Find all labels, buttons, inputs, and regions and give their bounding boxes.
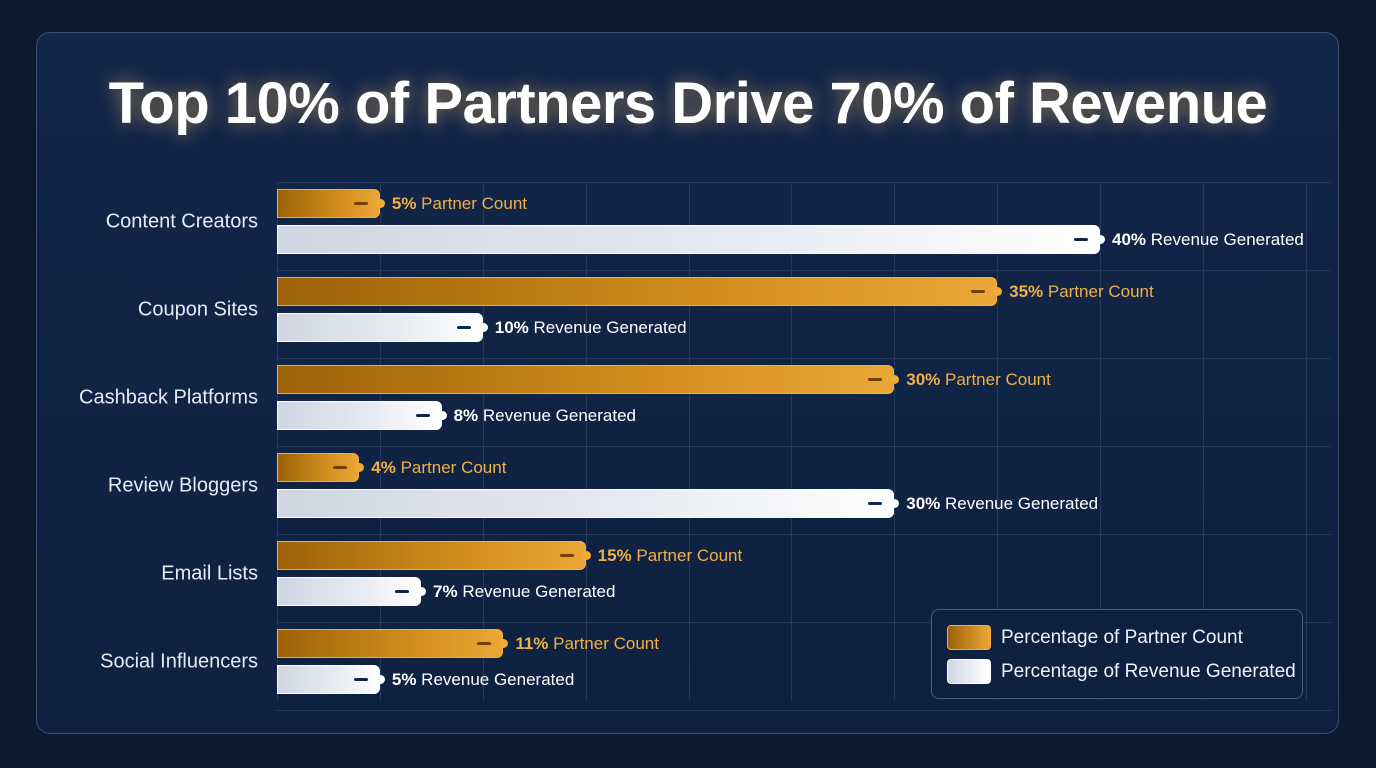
bar-end-dot bbox=[437, 411, 447, 420]
bar-end-tick bbox=[333, 466, 348, 469]
bar-end-tick bbox=[395, 590, 410, 593]
bar-end-dot bbox=[581, 551, 591, 560]
category-label: Content Creators bbox=[105, 210, 258, 233]
data-label: 5% Revenue Generated bbox=[391, 670, 575, 689]
data-label: 15% Partner Count bbox=[597, 546, 743, 565]
bar-partner-count bbox=[277, 541, 586, 570]
bar-end-dot bbox=[890, 375, 900, 384]
bar-partner-count bbox=[277, 365, 895, 394]
data-value: 35% bbox=[1009, 282, 1044, 301]
bar-partner-count bbox=[277, 629, 504, 658]
bar-revenue bbox=[277, 401, 442, 430]
category-label: Coupon Sites bbox=[137, 298, 258, 321]
grid-line-vertical bbox=[585, 182, 587, 700]
legend: Percentage of Partner Count Percentage o… bbox=[931, 609, 1303, 699]
grid-line-horizontal bbox=[277, 446, 1331, 447]
data-label: 10% Revenue Generated bbox=[494, 318, 687, 337]
grid-line-vertical bbox=[894, 182, 896, 700]
bar-revenue bbox=[277, 489, 895, 518]
data-label: 30% Partner Count bbox=[906, 370, 1051, 389]
grid-line-horizontal bbox=[277, 622, 1331, 623]
category-label: Review Bloggers bbox=[107, 474, 258, 497]
data-value: 10% bbox=[494, 318, 529, 337]
data-value: 7% bbox=[433, 582, 458, 601]
bar-end-dot bbox=[499, 639, 509, 648]
grid-line-horizontal bbox=[277, 270, 1331, 271]
bar-end-tick bbox=[353, 678, 368, 681]
legend-label: Percentage of Partner Count bbox=[1001, 626, 1243, 648]
grid-line-horizontal bbox=[277, 710, 1331, 711]
grid-line-vertical bbox=[688, 182, 690, 700]
data-label: 35% Partner Count bbox=[1009, 282, 1154, 301]
legend-item-revenue: Percentage of Revenue Generated bbox=[947, 659, 1296, 684]
data-label: 7% Revenue Generated bbox=[433, 582, 616, 601]
legend-swatch-revenue bbox=[947, 659, 991, 684]
grid-line-vertical bbox=[791, 182, 793, 700]
data-label: 4% Partner Count bbox=[371, 458, 507, 477]
grid-line-horizontal bbox=[277, 182, 1331, 183]
category-label: Cashback Platforms bbox=[79, 386, 258, 409]
bar-end-tick bbox=[456, 326, 471, 329]
legend-item-partner-count: Percentage of Partner Count bbox=[947, 625, 1243, 650]
grid-line-vertical bbox=[1100, 182, 1101, 700]
bar-end-dot bbox=[417, 587, 427, 596]
bar-partner-count bbox=[277, 277, 998, 306]
data-value: 15% bbox=[597, 546, 632, 565]
data-label: 30% Revenue Generated bbox=[906, 494, 1099, 513]
data-value: 4% bbox=[371, 458, 396, 477]
bar-end-dot bbox=[993, 287, 1003, 296]
data-value: 30% bbox=[906, 370, 941, 389]
data-label: 5% Partner Count bbox=[391, 194, 528, 213]
legend-swatch-partner bbox=[947, 625, 991, 650]
bar-end-dot bbox=[355, 463, 365, 472]
data-value: 8% bbox=[453, 406, 479, 425]
category-label: Social Influencers bbox=[100, 650, 258, 673]
bar-revenue bbox=[277, 225, 1100, 254]
bar-end-tick bbox=[868, 502, 883, 505]
bar-end-tick bbox=[868, 378, 883, 381]
bar-end-dot bbox=[375, 199, 385, 208]
grid-line-vertical bbox=[1305, 182, 1307, 700]
legend-label: Percentage of Revenue Generated bbox=[1001, 660, 1296, 682]
grid-line-vertical bbox=[1202, 182, 1204, 700]
data-label: 40% Revenue Generated bbox=[1112, 230, 1304, 249]
grid-line-vertical bbox=[997, 182, 999, 700]
data-value: 5% bbox=[391, 670, 417, 689]
grid-line-vertical bbox=[482, 182, 484, 700]
grid-line-vertical bbox=[277, 182, 278, 700]
bar-end-tick bbox=[971, 290, 986, 293]
data-label: 11% Partner Count bbox=[515, 634, 659, 653]
bar-end-dot bbox=[375, 675, 385, 684]
bar-end-dot bbox=[1096, 235, 1105, 244]
data-value: 11% bbox=[515, 634, 549, 653]
grid-line-horizontal bbox=[277, 534, 1331, 535]
bar-end-tick bbox=[477, 642, 492, 645]
data-value: 5% bbox=[391, 194, 417, 213]
chart-title: Top 10% of Partners Drive 70% of Revenue bbox=[108, 71, 1268, 136]
bar-end-tick bbox=[1074, 238, 1088, 241]
bar-revenue bbox=[277, 313, 483, 342]
data-value: 40% bbox=[1112, 230, 1147, 249]
grid-line-vertical bbox=[379, 182, 381, 700]
bar-end-tick bbox=[353, 202, 368, 205]
category-label: Email Lists bbox=[161, 562, 258, 585]
data-label: 8% Revenue Generated bbox=[453, 406, 637, 425]
bar-end-tick bbox=[415, 414, 430, 417]
bar-end-dot bbox=[478, 323, 488, 332]
grid-line-horizontal bbox=[277, 358, 1331, 359]
bar-end-tick bbox=[559, 554, 574, 557]
bar-end-dot bbox=[890, 499, 900, 508]
data-value: 30% bbox=[906, 494, 941, 513]
